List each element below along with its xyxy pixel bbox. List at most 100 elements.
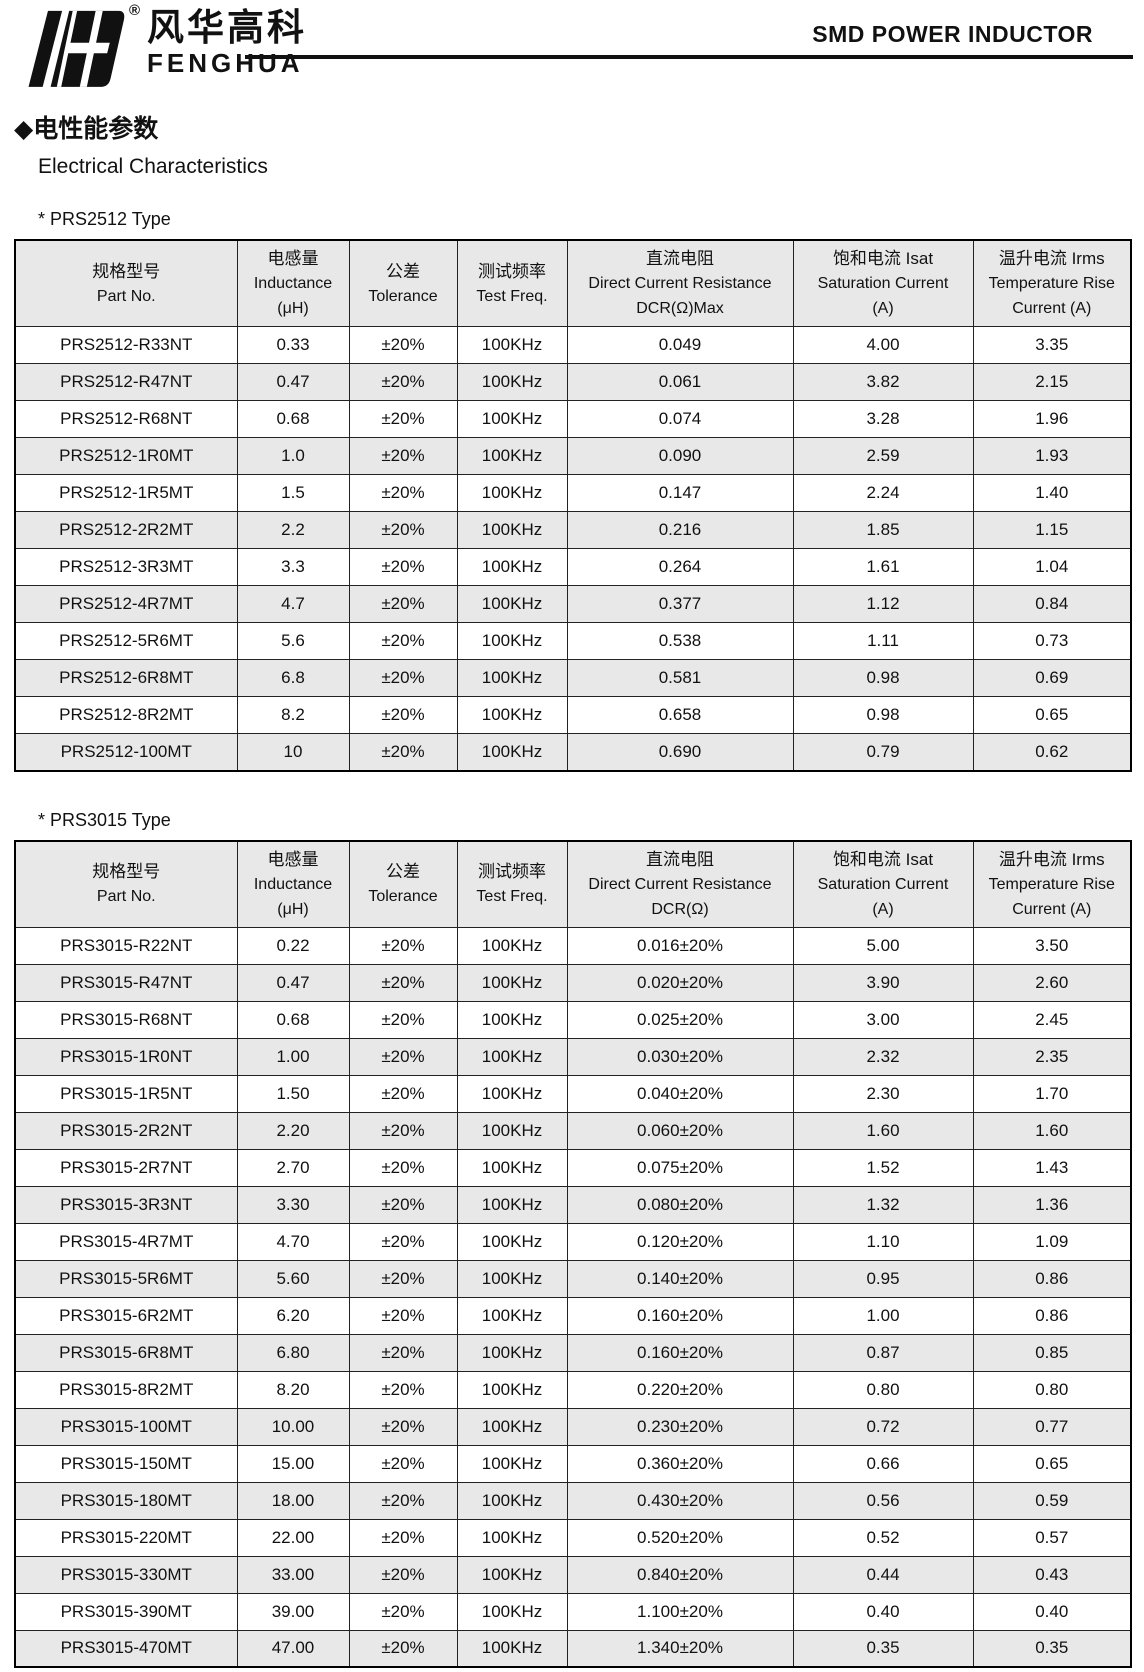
tolerance-cell: ±20% xyxy=(348,548,458,586)
section-title-en: Electrical Characteristics xyxy=(38,155,268,178)
dcr-cell: 0.140±20% xyxy=(566,1259,794,1298)
dcr-cell: 0.220±20% xyxy=(566,1370,794,1409)
irms-cell: 1.09 xyxy=(972,1222,1132,1261)
page-header: ® 风华高科 FENGHUA SMD POWER INDUCTOR xyxy=(0,0,1144,98)
table-row: PRS3015-R68NT 0.68 ±20% 100KHz 0.025±20% 3.00… xyxy=(14,1000,1132,1039)
registered-trademark-symbol: ® xyxy=(129,2,141,19)
isat-cell: 1.10 xyxy=(792,1222,974,1261)
test-freq-cell: 100KHz xyxy=(456,1111,568,1150)
inductance-cell: 1.5 xyxy=(236,474,350,512)
inductance-cell: 0.22 xyxy=(236,926,350,965)
inductance-cell: 8.2 xyxy=(236,696,350,734)
test-freq-cell: 100KHz xyxy=(456,1407,568,1446)
tolerance-cell: ±20% xyxy=(348,1481,458,1520)
part-no-cell: PRS3015-220MT xyxy=(14,1518,238,1557)
part-no-cell: PRS2512-4R7MT xyxy=(14,585,238,623)
inductance-cell: 6.8 xyxy=(236,659,350,697)
inductance-cell: 0.47 xyxy=(236,363,350,401)
part-no-cell: PRS3015-390MT xyxy=(14,1592,238,1631)
inductance-cell: 5.6 xyxy=(236,622,350,660)
table-row: PRS2512-1R5MT 1.5 ±20% 100KHz 0.147 2.24 1.40 xyxy=(14,474,1132,512)
part-no-cell: PRS3015-3R3NT xyxy=(14,1185,238,1224)
tolerance-cell: ±20% xyxy=(348,474,458,512)
test-freq-cell: 100KHz xyxy=(456,363,568,401)
table-row: PRS3015-3R3NT 3.30 ±20% 100KHz 0.080±20% 1.32… xyxy=(14,1185,1132,1224)
part-no-cell: PRS3015-150MT xyxy=(14,1444,238,1483)
table-row: PRS3015-6R8MT 6.80 ±20% 100KHz 0.160±20% 0.87… xyxy=(14,1333,1132,1372)
table-row: PRS3015-8R2MT 8.20 ±20% 100KHz 0.220±20% 0.80… xyxy=(14,1370,1132,1409)
table-row: PRS3015-2R2NT 2.20 ±20% 100KHz 0.060±20% 1.60… xyxy=(14,1111,1132,1150)
part-no-cell: PRS2512-8R2MT xyxy=(14,696,238,734)
part-no-cell: PRS3015-2R2NT xyxy=(14,1111,238,1150)
isat-cell: 1.32 xyxy=(792,1185,974,1224)
column-header: 直流电阻 Direct Current Resistance DCR(Ω)Max xyxy=(566,239,794,327)
irms-cell: 2.15 xyxy=(972,363,1132,401)
tolerance-cell: ±20% xyxy=(348,363,458,401)
inductance-cell: 8.20 xyxy=(236,1370,350,1409)
test-freq-cell: 100KHz xyxy=(456,1518,568,1557)
irms-cell: 1.15 xyxy=(972,511,1132,549)
irms-cell: 0.43 xyxy=(972,1555,1132,1594)
part-no-cell: PRS3015-R22NT xyxy=(14,926,238,965)
test-freq-cell: 100KHz xyxy=(456,1481,568,1520)
isat-cell: 1.61 xyxy=(792,548,974,586)
inductance-cell: 2.2 xyxy=(236,511,350,549)
irms-cell: 0.73 xyxy=(972,622,1132,660)
column-header: 测试频率 Test Freq. xyxy=(456,840,568,928)
dcr-cell: 0.040±20% xyxy=(566,1074,794,1113)
tolerance-cell: ±20% xyxy=(348,1222,458,1261)
dcr-cell: 0.230±20% xyxy=(566,1407,794,1446)
table-row: PRS2512-3R3MT 3.3 ±20% 100KHz 0.264 1.61 1.04 xyxy=(14,548,1132,586)
irms-cell: 1.96 xyxy=(972,400,1132,438)
irms-cell: 0.57 xyxy=(972,1518,1132,1557)
tolerance-cell: ±20% xyxy=(348,437,458,475)
part-no-cell: PRS2512-1R5MT xyxy=(14,474,238,512)
table-row: PRS2512-R47NT 0.47 ±20% 100KHz 0.061 3.82 2.15 xyxy=(14,363,1132,401)
inductance-cell: 5.60 xyxy=(236,1259,350,1298)
inductance-cell: 6.80 xyxy=(236,1333,350,1372)
isat-cell: 0.80 xyxy=(792,1370,974,1409)
inductance-cell: 0.33 xyxy=(236,326,350,364)
column-header: 公差 Tolerance xyxy=(348,239,458,327)
table-row: PRS3015-R22NT 0.22 ±20% 100KHz 0.016±20% 5.00… xyxy=(14,926,1132,965)
test-freq-cell: 100KHz xyxy=(456,733,568,771)
test-freq-cell: 100KHz xyxy=(456,1222,568,1261)
irms-cell: 2.35 xyxy=(972,1037,1132,1076)
test-freq-cell: 100KHz xyxy=(456,400,568,438)
dcr-cell: 0.690 xyxy=(566,733,794,771)
inductance-cell: 15.00 xyxy=(236,1444,350,1483)
inductance-cell: 0.68 xyxy=(236,400,350,438)
isat-cell: 1.85 xyxy=(792,511,974,549)
isat-cell: 0.87 xyxy=(792,1333,974,1372)
table-row: PRS3015-150MT 15.00 ±20% 100KHz 0.360±20% 0.6… xyxy=(14,1444,1132,1483)
tolerance-cell: ±20% xyxy=(348,1407,458,1446)
prs3015-table: 规格型号 Part No. 电感量 Inductance (μH) 公差 Tolerance… xyxy=(14,839,1132,1668)
isat-cell: 1.52 xyxy=(792,1148,974,1187)
dcr-cell: 0.264 xyxy=(566,548,794,586)
dcr-cell: 0.025±20% xyxy=(566,1000,794,1039)
section-heading: ◆电性能参数 Electrical Characteristics xyxy=(14,114,1144,179)
tolerance-cell: ±20% xyxy=(348,1259,458,1298)
test-freq-cell: 100KHz xyxy=(456,1259,568,1298)
test-freq-cell: 100KHz xyxy=(456,437,568,475)
inductance-cell: 10.00 xyxy=(236,1407,350,1446)
tolerance-cell: ±20% xyxy=(348,1333,458,1372)
isat-cell: 3.00 xyxy=(792,1000,974,1039)
test-freq-cell: 100KHz xyxy=(456,1185,568,1224)
inductance-cell: 1.00 xyxy=(236,1037,350,1076)
part-no-cell: PRS3015-R47NT xyxy=(14,963,238,1002)
part-no-cell: PRS3015-8R2MT xyxy=(14,1370,238,1409)
part-no-cell: PRS3015-4R7MT xyxy=(14,1222,238,1261)
test-freq-cell: 100KHz xyxy=(456,1370,568,1409)
dcr-cell: 0.016±20% xyxy=(566,926,794,965)
isat-cell: 0.35 xyxy=(792,1629,974,1668)
part-no-cell: PRS2512-6R8MT xyxy=(14,659,238,697)
part-no-cell: PRS2512-1R0MT xyxy=(14,437,238,475)
test-freq-cell: 100KHz xyxy=(456,1074,568,1113)
dcr-cell: 0.160±20% xyxy=(566,1296,794,1335)
table-row: PRS2512-1R0MT 1.0 ±20% 100KHz 0.090 2.59 1.93 xyxy=(14,437,1132,475)
irms-cell: 1.36 xyxy=(972,1185,1132,1224)
dcr-cell: 0.074 xyxy=(566,400,794,438)
tolerance-cell: ±20% xyxy=(348,1296,458,1335)
irms-cell: 3.50 xyxy=(972,926,1132,965)
